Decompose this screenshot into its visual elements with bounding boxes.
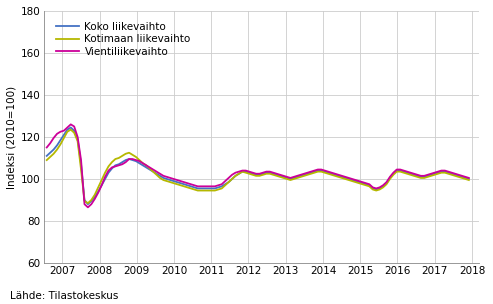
Kotimaan liikevaihto [47,155,53,159]
Kotimaan liikevaihto [74,139,80,143]
Kotimaan liikevaihto [44,158,50,162]
Kotimaan liikevaihto [174,182,180,186]
Text: Lähde: Tilastokeskus: Lähde: Tilastokeskus [10,291,118,301]
Line: Koko liikevaihto: Koko liikevaihto [47,127,469,204]
Vientiliikevaihto [466,176,472,180]
Koko liikevaihto [85,202,91,206]
Y-axis label: Indeksi (2010=100): Indeksi (2010=100) [7,85,17,188]
Koko liikevaihto [174,180,180,184]
Vientiliikevaihto [236,170,242,174]
Koko liikevaihto [74,137,80,141]
Vientiliikevaihto [44,146,50,149]
Kotimaan liikevaihto [294,176,300,180]
Vientiliikevaihto [74,135,80,139]
Koko liikevaihto [236,172,242,175]
Koko liikevaihto [466,177,472,181]
Kotimaan liikevaihto [130,153,136,157]
Koko liikevaihto [68,126,74,129]
Kotimaan liikevaihto [68,128,74,131]
Legend: Koko liikevaihto, Kotimaan liikevaihto, Vientiliikevaihto: Koko liikevaihto, Kotimaan liikevaihto, … [53,19,194,60]
Vientiliikevaihto [47,141,53,145]
Vientiliikevaihto [294,174,300,178]
Koko liikevaihto [130,158,136,162]
Kotimaan liikevaihto [236,172,242,175]
Kotimaan liikevaihto [85,201,91,205]
Koko liikevaihto [294,175,300,179]
Vientiliikevaihto [174,178,180,182]
Line: Kotimaan liikevaihto: Kotimaan liikevaihto [47,130,469,203]
Line: Vientiliikevaihto: Vientiliikevaihto [47,124,469,207]
Vientiliikevaihto [130,157,136,161]
Vientiliikevaihto [68,123,74,126]
Koko liikevaihto [44,154,50,158]
Koko liikevaihto [47,151,53,154]
Kotimaan liikevaihto [466,178,472,182]
Vientiliikevaihto [85,206,91,209]
